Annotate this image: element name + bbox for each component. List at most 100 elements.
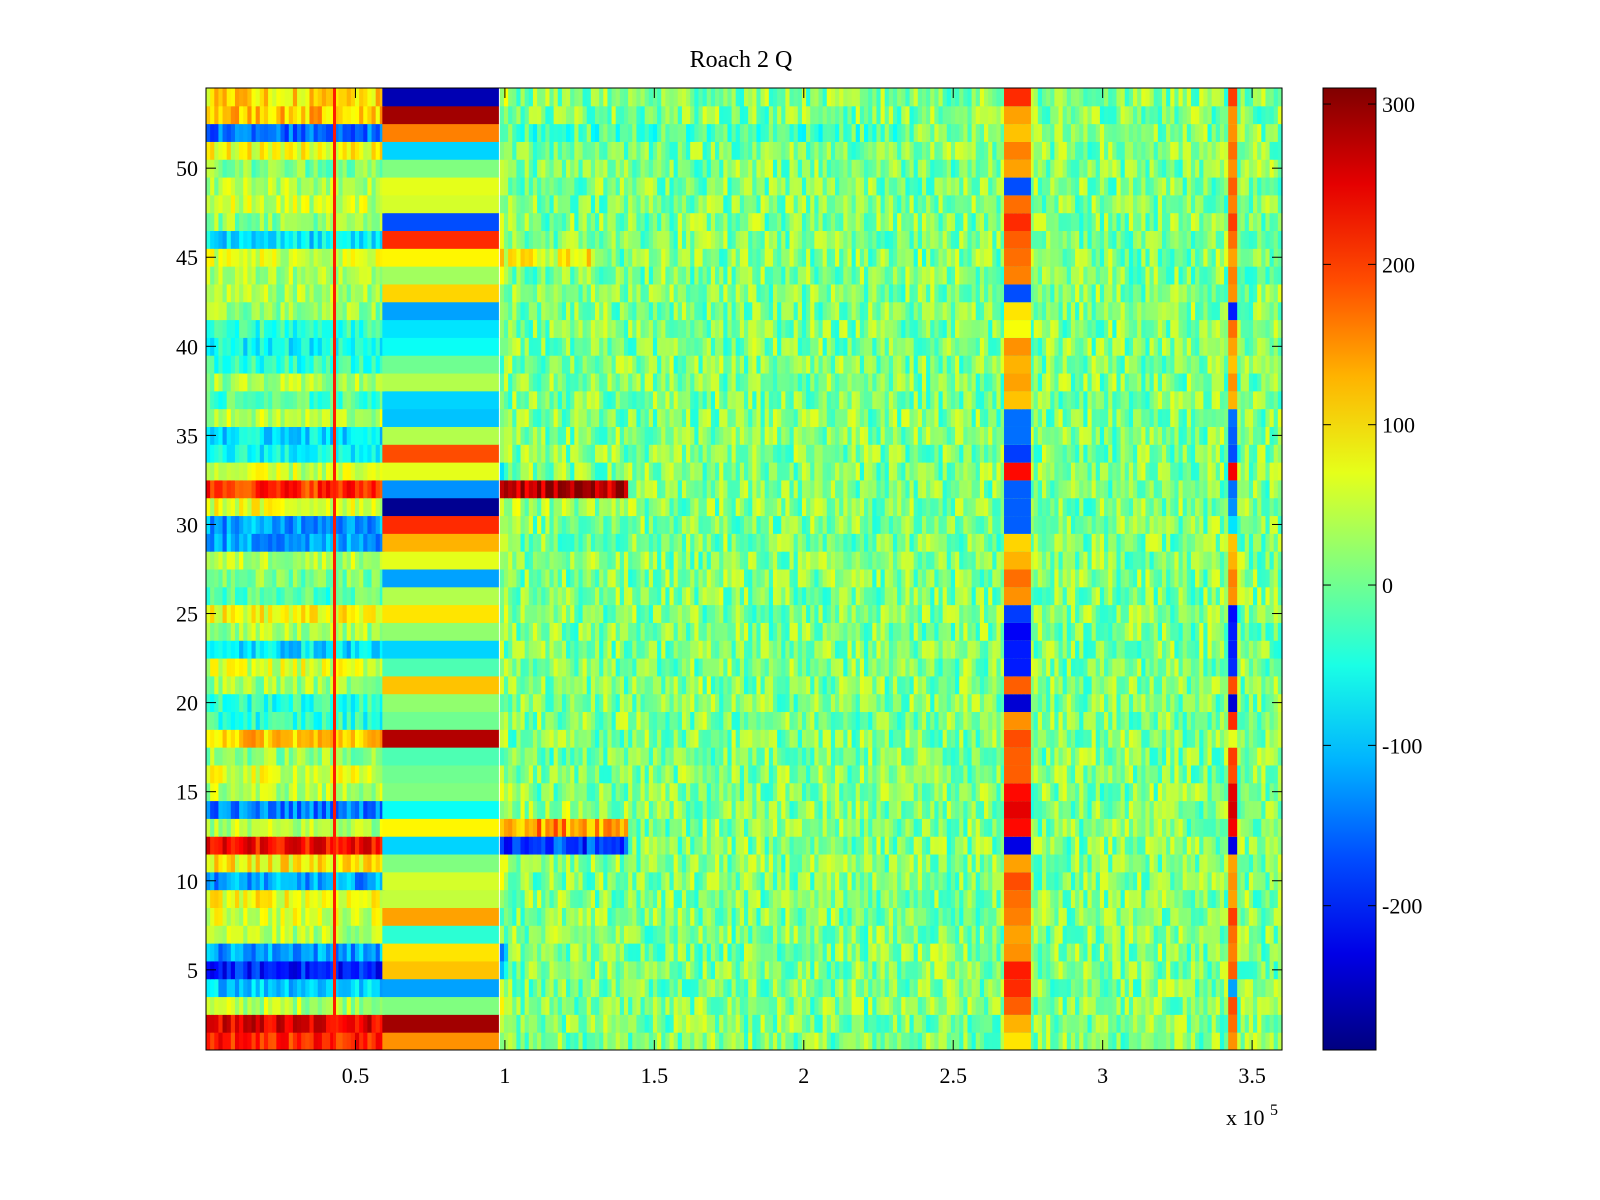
heatmap-cell — [826, 854, 832, 873]
heatmap-cell — [251, 747, 257, 766]
heatmap-cell — [1075, 818, 1080, 837]
heatmap-cell — [930, 747, 935, 766]
heatmap-cell — [288, 1014, 294, 1033]
heatmap-cell — [1116, 907, 1122, 926]
heatmap-cell — [1058, 925, 1064, 944]
heatmap-cell — [1099, 729, 1105, 748]
heatmap-cell — [1190, 711, 1196, 730]
heatmap-cell — [1207, 943, 1213, 962]
heatmap-cell — [892, 978, 898, 998]
heatmap-cell — [876, 889, 882, 908]
heatmap-cell — [520, 871, 526, 891]
band-a-cell — [1004, 729, 1031, 748]
heatmap-cell — [508, 996, 513, 1015]
heatmap-cell — [979, 747, 985, 766]
heatmap-cell — [652, 818, 658, 837]
heatmap-cell — [917, 978, 923, 998]
heatmap-cell — [851, 693, 857, 713]
heatmap-cell — [615, 907, 621, 926]
heatmap-cell — [702, 978, 708, 998]
heatmap-cell — [595, 818, 600, 837]
heatmap-cell — [859, 782, 865, 802]
heatmap-cell — [1195, 889, 1200, 908]
heatmap-cell — [963, 871, 969, 891]
heatmap-cell — [789, 854, 795, 873]
heatmap-cell — [690, 800, 695, 819]
heatmap-cell — [557, 978, 563, 998]
heatmap-cell — [888, 711, 894, 730]
heatmap-cell — [582, 1014, 588, 1033]
heatmap-cell — [905, 836, 911, 855]
heatmap-cell — [926, 800, 931, 819]
heatmap-cell — [1240, 854, 1246, 873]
heatmap-cell — [839, 729, 844, 748]
heatmap-cell — [272, 907, 277, 926]
heatmap-cell — [752, 978, 758, 998]
heatmap-cell — [901, 889, 906, 908]
heatmap-cell — [342, 889, 348, 908]
heatmap-cell — [843, 800, 849, 819]
heatmap-cell — [892, 889, 898, 908]
heatmap-cell — [1124, 764, 1130, 784]
heatmap-cell — [760, 836, 766, 855]
heatmap-cell — [1153, 836, 1159, 855]
heatmap-cell — [359, 711, 364, 730]
heatmap-cell — [371, 996, 377, 1015]
heatmap-cell — [528, 960, 534, 980]
heatmap-cell — [284, 693, 290, 713]
heatmap-cell — [239, 675, 244, 695]
heatmap-cell — [603, 871, 609, 891]
heatmap-cell — [731, 871, 737, 891]
heatmap-cell — [756, 925, 762, 944]
heatmap-cell — [822, 943, 828, 962]
heatmap-cell — [1124, 747, 1130, 766]
heatmap-cell — [988, 960, 993, 980]
heatmap-cell — [1075, 800, 1080, 819]
heatmap-cell — [1186, 996, 1192, 1015]
heatmap-cell — [806, 978, 811, 998]
heatmap-cell — [1083, 943, 1089, 962]
heatmap-cell — [756, 907, 762, 926]
heatmap-cell — [313, 675, 319, 695]
heatmap-cell — [855, 729, 861, 748]
heatmap-cell — [959, 889, 964, 908]
heatmap-cell — [806, 782, 811, 802]
heatmap-cell — [371, 711, 377, 730]
heatmap-cell — [950, 764, 956, 784]
heatmap-cell — [905, 782, 911, 802]
heatmap-cell — [1083, 747, 1089, 766]
heatmap-cell — [1070, 1014, 1076, 1033]
heatmap-cell — [801, 818, 807, 837]
heatmap-cell — [512, 943, 517, 962]
heatmap-cell — [330, 960, 335, 980]
heatmap-cell — [1062, 729, 1068, 748]
heatmap-cell — [938, 943, 944, 962]
heatmap-cell — [926, 747, 931, 766]
heatmap-cell — [371, 925, 377, 944]
heatmap-cell — [350, 854, 356, 873]
heatmap-cell — [619, 907, 625, 926]
heatmap-cell — [346, 818, 352, 837]
heatmap-cell — [284, 782, 290, 802]
heatmap-cell — [859, 800, 865, 819]
heatmap-cell — [748, 943, 753, 962]
heatmap-cell — [508, 800, 513, 819]
heatmap-cell — [673, 764, 679, 784]
heatmap-cell — [326, 800, 331, 819]
heatmap-cell — [793, 711, 799, 730]
heatmap-cell — [516, 711, 522, 730]
heatmap-cell — [789, 907, 795, 926]
heatmap-cell — [1199, 764, 1204, 784]
heatmap-cell — [1041, 907, 1047, 926]
heatmap-cell — [984, 782, 989, 802]
heatmap-cell — [673, 943, 679, 962]
heatmap-cell — [992, 871, 998, 891]
heatmap-cell — [247, 800, 253, 819]
heatmap-cell — [975, 693, 981, 713]
sweep-block-cell — [382, 889, 499, 908]
heatmap-cell — [752, 711, 758, 730]
heatmap-cell — [582, 907, 588, 926]
heatmap-cell — [1157, 800, 1163, 819]
heatmap-cell — [702, 960, 708, 980]
heatmap-cell — [1037, 693, 1043, 713]
